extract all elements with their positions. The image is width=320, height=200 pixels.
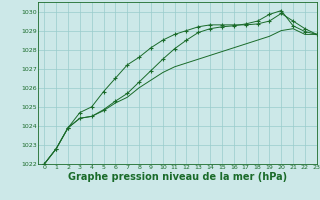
X-axis label: Graphe pression niveau de la mer (hPa): Graphe pression niveau de la mer (hPa) [68,172,287,182]
